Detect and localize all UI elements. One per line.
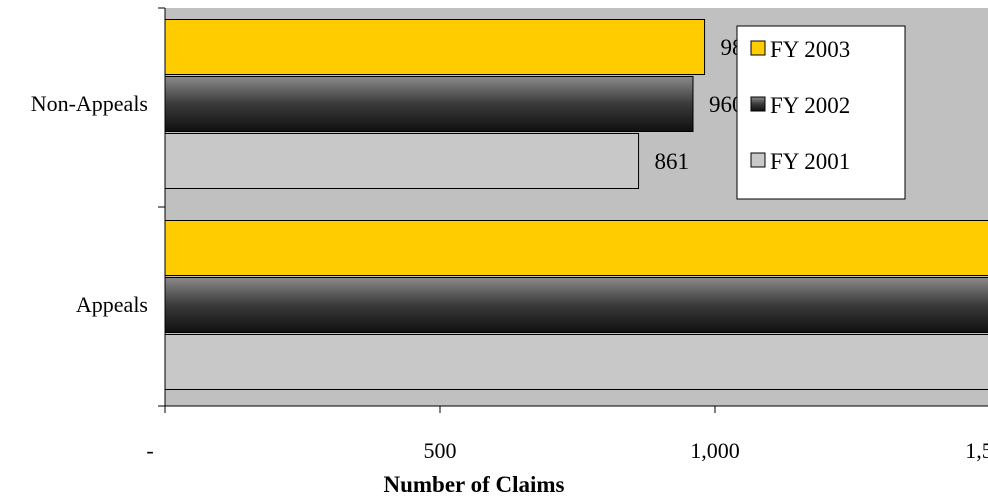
- bars-layer: [164, 19, 988, 390]
- x-axis-title: Number of Claims: [383, 472, 564, 497]
- legend-swatch-fy-2003: [750, 40, 766, 56]
- bar-non-appeals-fy-2002: [164, 76, 694, 132]
- bar-non-appeals-fy-2001: [164, 133, 640, 189]
- bar-appeals-fy-2002: [164, 277, 988, 333]
- bar-appeals-fy-2003: [164, 220, 988, 276]
- x-tick-label: 1,500: [965, 438, 988, 463]
- x-tick-label: 1,000: [690, 438, 740, 463]
- x-tick-label: 500: [424, 438, 457, 463]
- legend-label: FY 2003: [770, 37, 850, 62]
- legend-label: FY 2002: [770, 93, 850, 118]
- bar-non-appeals-fy-2003: [164, 19, 706, 75]
- data-label: 861: [655, 149, 690, 174]
- category-label: Non-Appeals: [31, 91, 148, 116]
- legend: FY 2003 FY 2002 FY 2001: [736, 25, 906, 200]
- category-label: Appeals: [76, 292, 148, 317]
- legend-label: FY 2001: [770, 149, 850, 174]
- bar-appeals-fy-2001: [164, 334, 988, 390]
- legend-swatch-fy-2001: [750, 152, 766, 168]
- legend-swatch-fy-2002: [750, 96, 766, 112]
- x-tick-label: -: [146, 438, 153, 463]
